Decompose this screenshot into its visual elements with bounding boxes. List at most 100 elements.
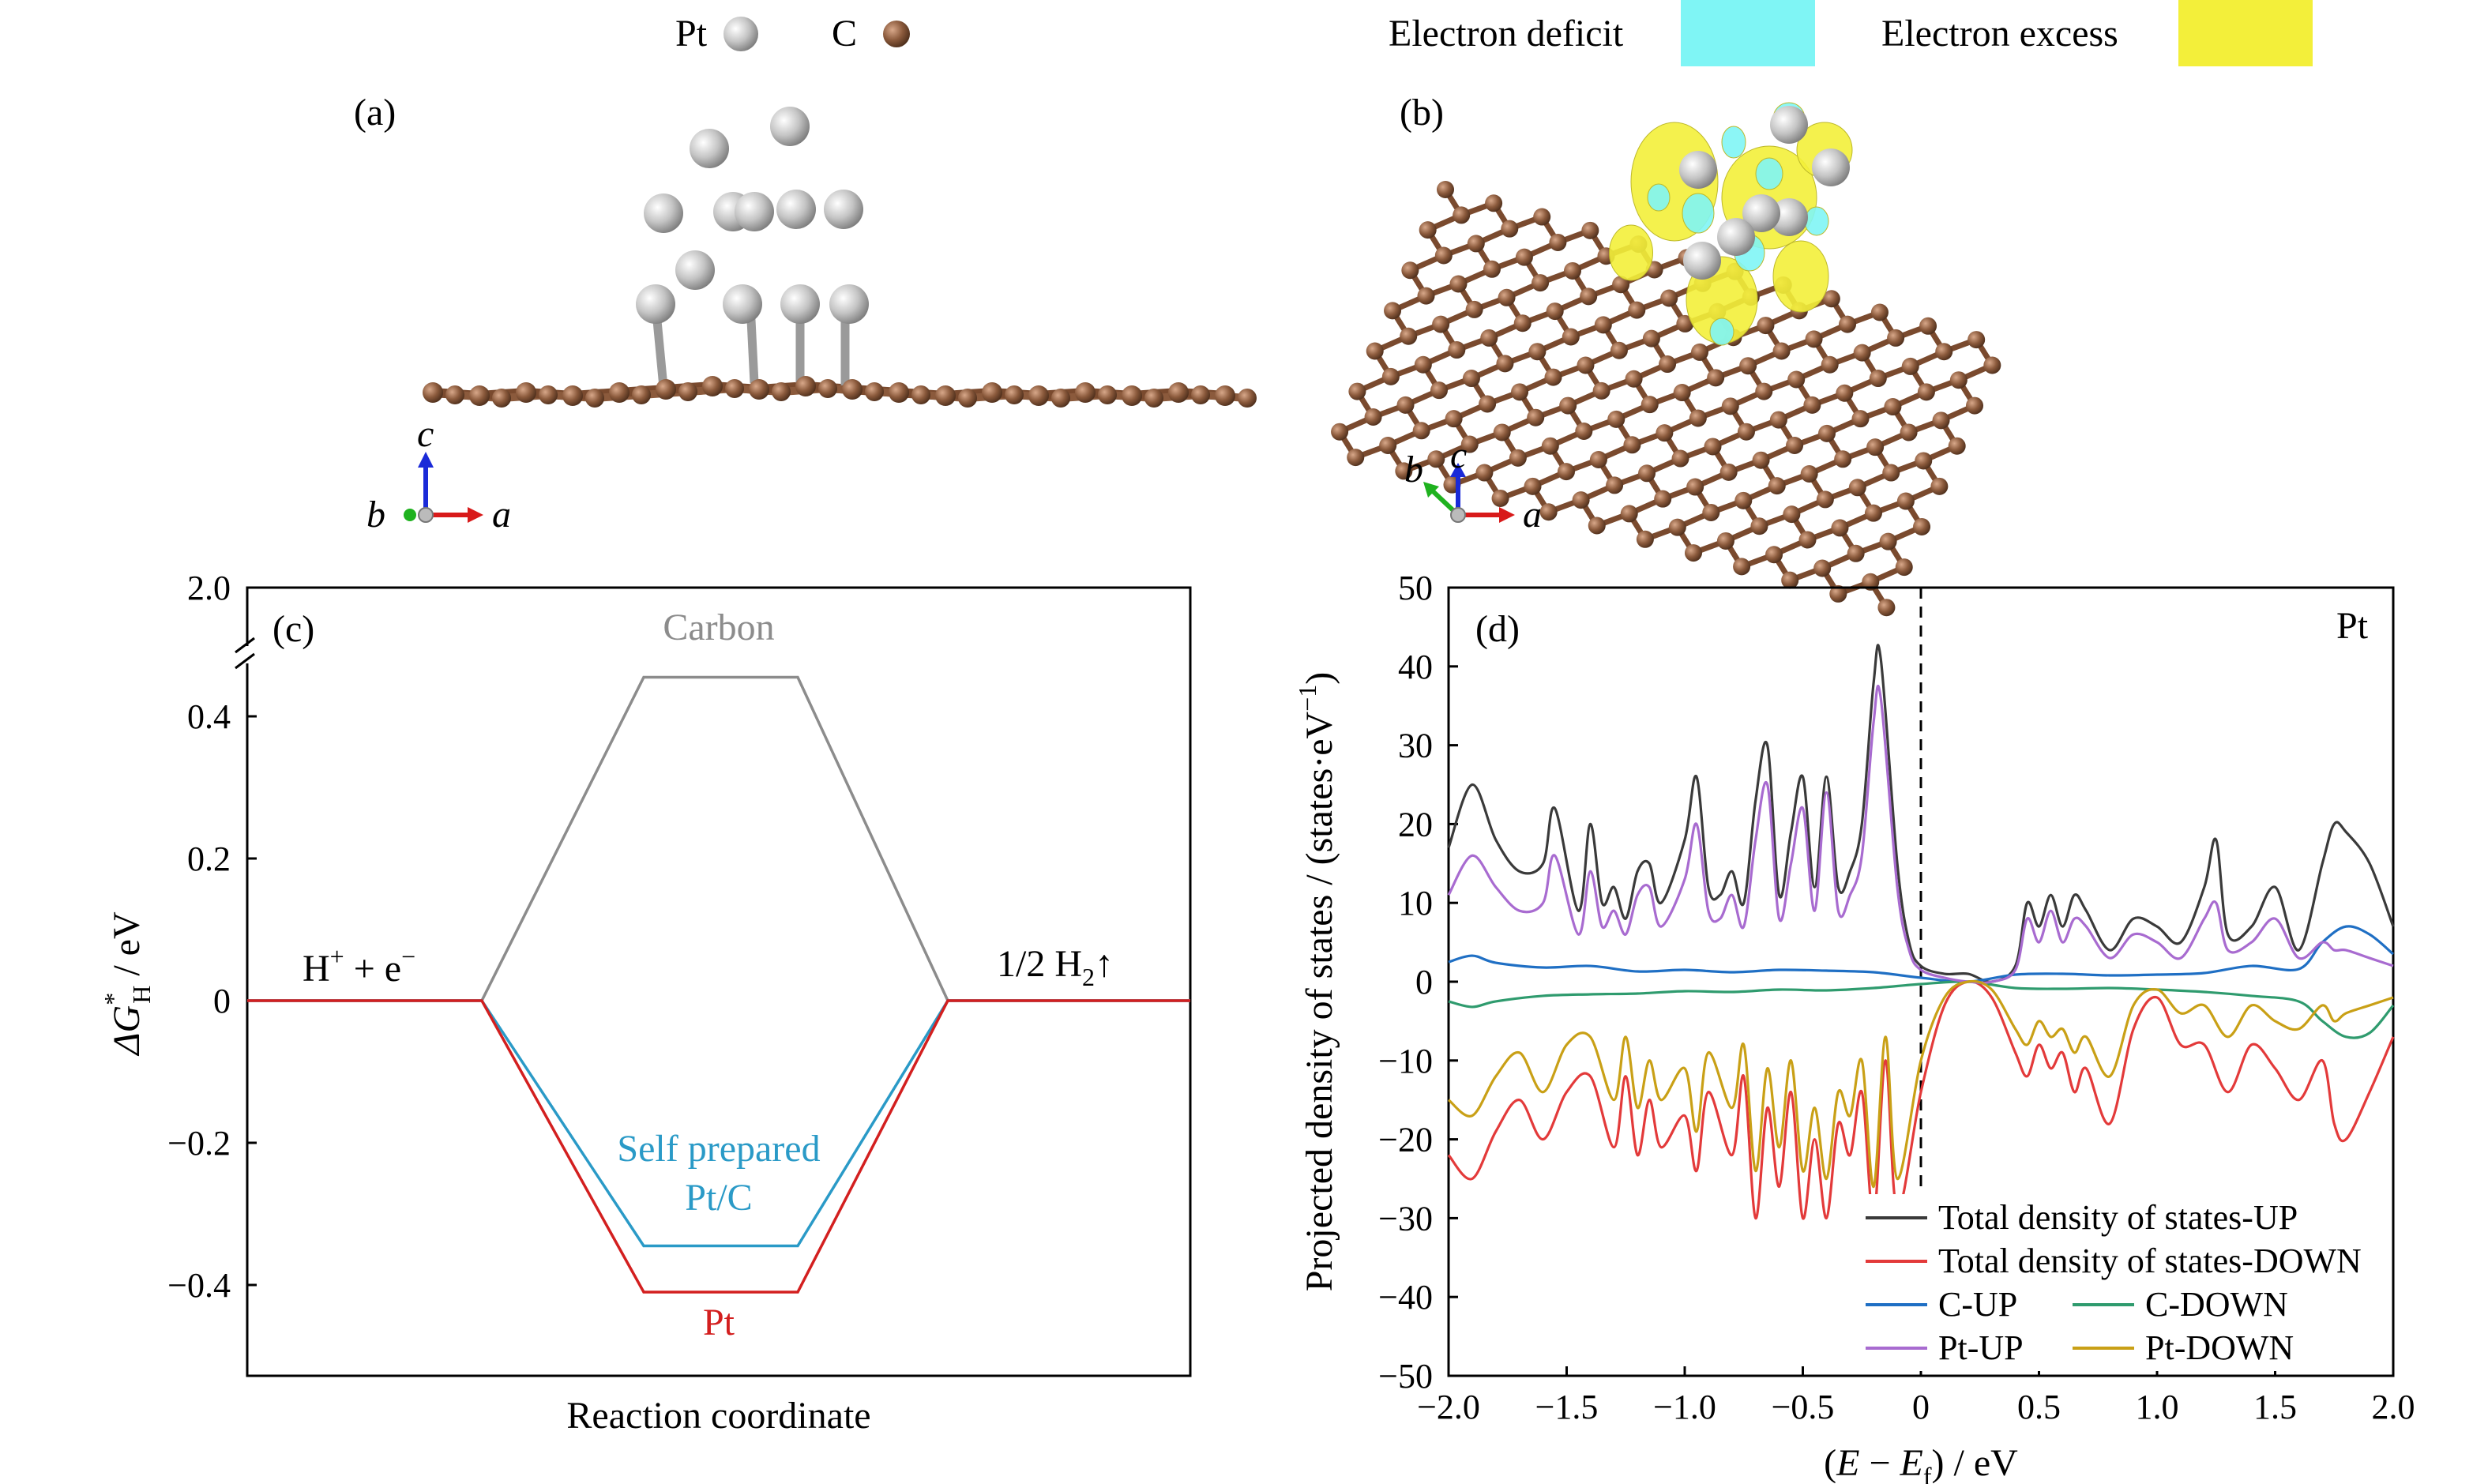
carbon-atom [1702, 503, 1720, 521]
carbon-atom [1448, 341, 1466, 359]
carbon-atom [1098, 385, 1117, 404]
carbon-atom [1772, 342, 1791, 360]
carbon-atom [1511, 383, 1529, 401]
carbon-atom [1866, 438, 1885, 456]
panel-d-dos-curves [1447, 644, 2395, 1220]
dos-series-line [1448, 980, 2395, 1039]
legend-excess-label: Electron excess [1881, 13, 2118, 54]
carbon-atom [1816, 490, 1834, 509]
pt-atom [723, 284, 762, 324]
carbon-atom [1642, 329, 1660, 348]
axis-c-label: c [1450, 434, 1467, 476]
carbon-atom [1869, 370, 1887, 388]
carbon-atom [818, 379, 837, 398]
pt-atom [1812, 148, 1850, 186]
carbon-atom [1467, 235, 1485, 253]
legend-pt-up: Pt-UP [1938, 1328, 2024, 1367]
carbon-atom [1533, 208, 1551, 226]
carbon-atom [1434, 246, 1453, 265]
carbon-atom [1075, 382, 1096, 403]
ylabel-star: * [99, 993, 127, 1005]
panel-b-axes: c b a [1404, 434, 1542, 535]
carbon-atom [1366, 342, 1384, 360]
axis-b-label: b [366, 494, 385, 535]
series-label: Pt/C [685, 1177, 752, 1219]
carbon-atom [1588, 517, 1606, 535]
carbon-atom [1620, 505, 1638, 523]
carbon-atom [1786, 437, 1804, 454]
xtick-label: 2.0 [2372, 1388, 2415, 1426]
pt-atom [1770, 198, 1808, 236]
legend-pt-label: Pt [675, 13, 708, 54]
carbon-atom [1671, 449, 1689, 468]
carbon-atom [1636, 530, 1654, 548]
charge-density-blob [1609, 224, 1653, 281]
ytick-label: −20 [1378, 1121, 1433, 1159]
panel-c-ylabel: ΔG*H / eV [99, 911, 156, 1057]
panel-c-frame [246, 586, 1192, 1377]
carbon-atom [1689, 409, 1707, 427]
carbon-atom [1238, 389, 1257, 408]
carbon-atom [1498, 288, 1516, 306]
carbon-atom [1417, 287, 1435, 305]
panel-b: (b) c b a [1331, 92, 2001, 617]
ytick-label: 40 [1398, 648, 1433, 686]
carbon-atom [1822, 290, 1840, 308]
carbon-atom [1752, 451, 1770, 469]
carbon-atom [1479, 395, 1497, 413]
carbon-atom [1691, 343, 1709, 361]
carbon-atom [1607, 410, 1625, 428]
ytick-label: −0.4 [167, 1266, 231, 1305]
carbon-atom [1515, 248, 1533, 266]
carbon-atom [1879, 532, 1897, 550]
ytick-label: 30 [1398, 727, 1433, 765]
carbon-atom [1739, 357, 1757, 375]
legend-pt-down: Pt-DOWN [2145, 1328, 2294, 1367]
ytick-label: 0.2 [187, 840, 231, 878]
carbon-atom [1122, 385, 1142, 406]
carbon-atom [609, 382, 630, 403]
carbon-atom [678, 382, 697, 401]
carbon-atom [1491, 489, 1509, 507]
carbon-atom [585, 389, 604, 408]
pt-atom [690, 129, 729, 168]
dos-series-line [1447, 979, 2394, 1189]
carbon-atom [469, 385, 490, 406]
carbon-atom [1623, 436, 1641, 454]
carbon-atom [1638, 464, 1656, 483]
carbon-atom [1884, 398, 1902, 416]
ylabel-dg: ΔG [106, 1005, 148, 1057]
ytick-label: 0.4 [187, 697, 231, 736]
carbon-atom [1895, 558, 1913, 577]
carbon-atom [842, 379, 863, 400]
panel-d-annotation: Pt [2336, 605, 2369, 647]
carbon-atom [1594, 316, 1612, 334]
series-label: Carbon [663, 607, 774, 648]
panel-a-atoms [423, 107, 1257, 408]
carbon-atom [1168, 382, 1189, 403]
legend-c-label: C [832, 13, 857, 54]
legend-c-up: C-UP [1938, 1285, 2017, 1324]
carbon-atom [1401, 261, 1419, 280]
carbon-atom [1396, 396, 1415, 414]
carbon-atom [1191, 385, 1210, 404]
carbon-atom [1559, 396, 1577, 415]
carbon-atom [1432, 315, 1450, 333]
axis-a-head [1499, 507, 1515, 523]
carbon-atom [1509, 449, 1527, 467]
carbon-atom [1610, 341, 1628, 359]
carbon-atom [1919, 317, 1937, 335]
carbon-atom [1589, 451, 1607, 468]
pt-atom [636, 284, 675, 324]
carbon-atom [539, 385, 558, 404]
ylabel-h: H [127, 986, 156, 1004]
carbon-atom [1719, 463, 1738, 481]
carbon-atom [1659, 355, 1677, 374]
carbon-atom [656, 379, 676, 400]
carbon-atom [1144, 389, 1163, 408]
carbon-atom [1485, 194, 1503, 212]
axis-c-head [1450, 463, 1466, 477]
carbon-atom [1818, 424, 1836, 442]
carbon-atom [982, 382, 1002, 403]
legend-charge: Electron deficit Electron excess [1389, 0, 2313, 66]
